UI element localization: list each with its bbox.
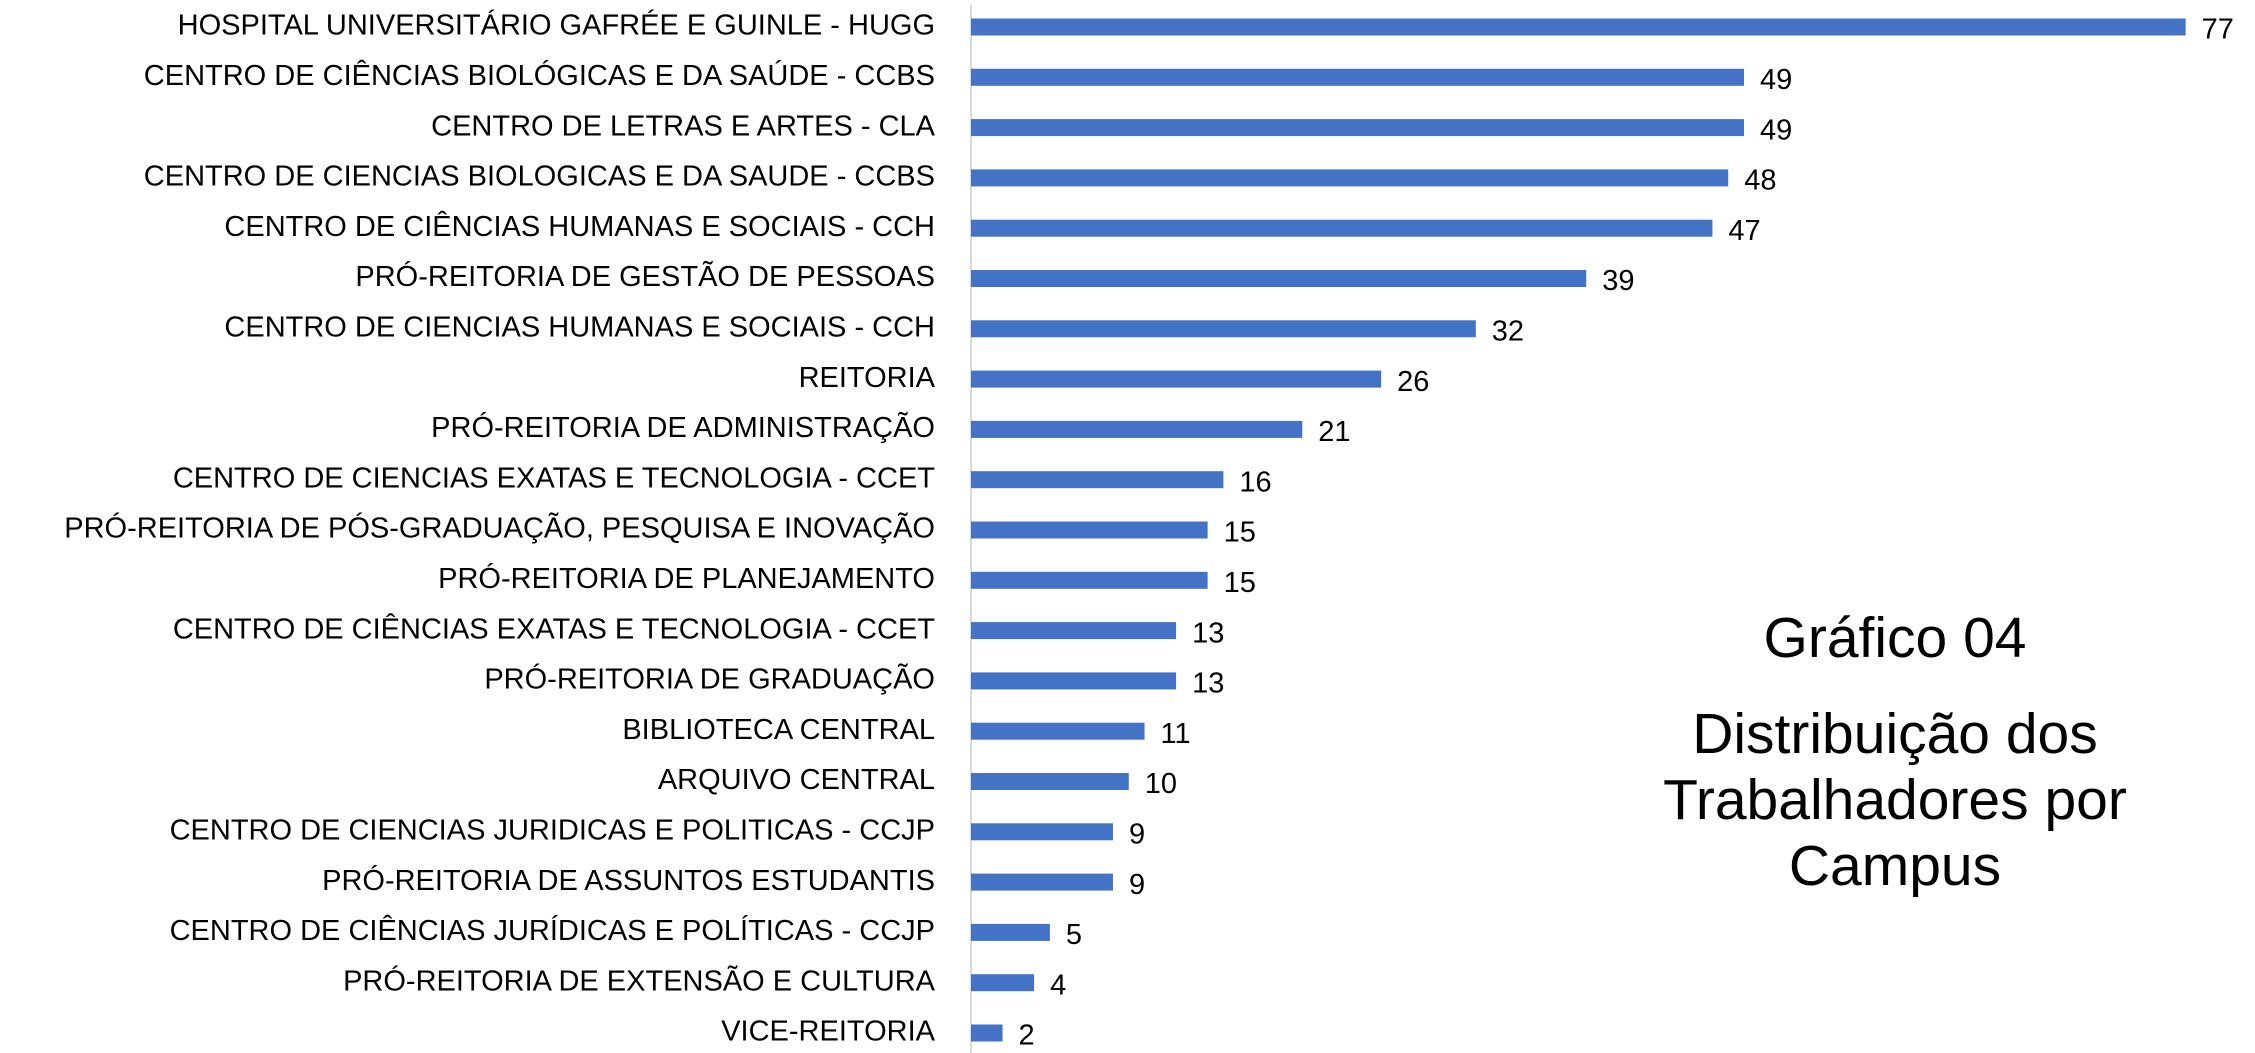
y-tick-label: HOSPITAL UNIVERSITÁRIO GAFRÉE E GUINLE -…: [178, 9, 935, 42]
value-label: 32: [1492, 315, 1524, 347]
bar: [971, 320, 1476, 338]
value-label: 10: [1145, 768, 1177, 800]
bar: [971, 571, 1208, 589]
value-label: 4: [1050, 969, 1066, 1001]
bar: [971, 219, 1713, 237]
y-tick-label: PRÓ-REITORIA DE ADMINISTRAÇÃO: [431, 410, 935, 444]
value-label: 16: [1239, 466, 1271, 498]
y-tick-label: CENTRO DE CIÊNCIAS HUMANAS E SOCIAIS - C…: [224, 210, 935, 243]
bar: [971, 370, 1382, 388]
y-tick-label: VICE-REITORIA: [721, 1016, 935, 1048]
value-label: 49: [1760, 114, 1792, 146]
chart-subtitle: Distribuição dos Trabalhadores por Campu…: [1663, 702, 2127, 898]
y-tick-label: PRÓ-REITORIA DE GRADUAÇÃO: [484, 662, 935, 696]
bar: [971, 420, 1303, 438]
value-label: 39: [1602, 265, 1634, 297]
bar: [971, 923, 1050, 941]
value-label: 13: [1192, 617, 1224, 649]
value-label: 48: [1744, 165, 1776, 197]
bar: [971, 169, 1729, 187]
bar: [971, 471, 1224, 489]
value-label: 9: [1129, 869, 1145, 901]
y-tick-label: CENTRO DE CIÊNCIAS EXATAS E TECNOLOGIA -…: [173, 612, 935, 645]
value-label: 11: [1161, 718, 1191, 750]
value-label: 13: [1192, 668, 1224, 700]
bar: [971, 1024, 1003, 1042]
y-tick-label: REITORIA: [799, 362, 936, 394]
bar: [971, 873, 1113, 891]
value-label: 15: [1224, 517, 1256, 549]
y-tick-label: PRÓ-REITORIA DE ASSUNTOS ESTUDANTIS: [322, 864, 935, 897]
bar: [971, 773, 1129, 790]
bar: [971, 119, 1744, 137]
value-label: 9: [1129, 818, 1145, 850]
bar: [971, 270, 1587, 287]
y-tick-label: CENTRO DE CIÊNCIAS BIOLÓGICAS E DA SAÚDE…: [144, 59, 935, 92]
y-tick-label: CENTRO DE CIENCIAS BIOLOGICAS E DA SAUDE…: [144, 161, 935, 193]
value-label: 2: [1019, 1020, 1035, 1052]
value-label: 77: [2202, 14, 2234, 46]
bar: [971, 823, 1113, 841]
value-label: 5: [1066, 919, 1082, 951]
y-tick-label: PRÓ-REITORIA DE EXTENSÃO E CULTURA: [343, 963, 936, 997]
y-tick-label: CENTRO DE CIENCIAS HUMANAS E SOCIAIS - C…: [224, 311, 935, 343]
y-tick-label: BIBLIOTECA CENTRAL: [622, 714, 935, 746]
bar: [971, 672, 1177, 690]
y-tick-label: PRÓ-REITORIA DE GESTÃO DE PESSOAS: [355, 259, 935, 293]
bar: [971, 68, 1744, 86]
y-tick-label: PRÓ-REITORIA DE PÓS-GRADUAÇÃO, PESQUISA …: [64, 511, 935, 545]
bar: [971, 974, 1035, 992]
value-label: 26: [1397, 366, 1429, 398]
y-tick-label: CENTRO DE CIENCIAS JURIDICAS E POLITICAS…: [170, 814, 935, 846]
bar: [971, 521, 1208, 539]
y-tick-label: CENTRO DE CIENCIAS EXATAS E TECNOLOGIA -…: [173, 462, 935, 494]
y-tick-label: CENTRO DE LETRAS E ARTES - CLA: [431, 110, 936, 142]
bar: [971, 722, 1145, 740]
chart-title: Gráfico 04: [1763, 606, 2027, 670]
y-tick-label: CENTRO DE CIÊNCIAS JURÍDICAS E POLÍTICAS…: [170, 914, 935, 947]
bar: [971, 18, 2186, 36]
value-label: 21: [1318, 416, 1350, 448]
bar: [971, 622, 1177, 640]
y-tick-label: PRÓ-REITORIA DE PLANEJAMENTO: [438, 562, 935, 595]
value-label: 15: [1224, 567, 1256, 599]
value-label: 47: [1728, 215, 1760, 247]
title-block: Gráfico 04 Distribuição dos Trabalhadore…: [1615, 605, 2175, 899]
value-label: 49: [1760, 64, 1792, 96]
y-tick-label: ARQUIVO CENTRAL: [658, 764, 935, 796]
